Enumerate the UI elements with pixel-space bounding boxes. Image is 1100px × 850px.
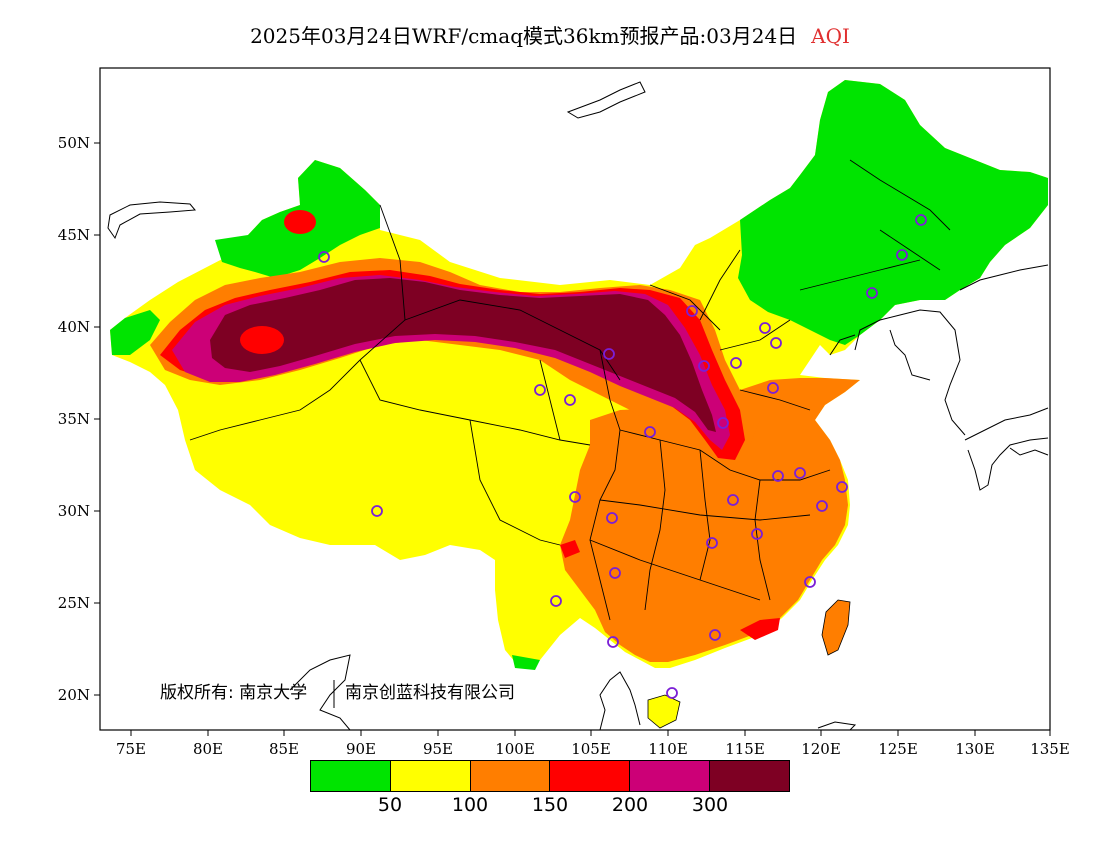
station-marker (751, 528, 763, 540)
map-content: 版权所有: 南京大学 南京创蓝科技有限公司 (107, 80, 1049, 730)
zone-good-south-tip (512, 655, 540, 670)
legend-swatch (311, 761, 391, 791)
station-markers (318, 214, 927, 699)
station-marker (698, 360, 710, 372)
station-marker (644, 426, 656, 438)
station-marker (759, 322, 771, 334)
station-marker (717, 417, 729, 429)
station-marker (318, 251, 330, 263)
lon-label: 85E (269, 740, 299, 758)
map-title: 2025年03月24日WRF/cmaq模式36km预报产品:03月24日 AQI (0, 20, 1100, 49)
legend-labels: 50 100 150 200 300 (310, 794, 790, 818)
lon-label: 125E (878, 740, 918, 758)
lat-label: 50N (58, 134, 90, 152)
station-marker (804, 576, 816, 588)
legend-swatch (550, 761, 631, 791)
legend-swatch (390, 761, 471, 791)
taiwan-island (821, 599, 851, 656)
zone-sensitive-east (560, 378, 860, 662)
copyright-right: 南京创蓝科技有限公司 (345, 683, 515, 703)
legend-swatch (630, 761, 711, 791)
station-marker (866, 287, 878, 299)
lon-label: 120E (801, 740, 841, 758)
zone-good-northeast (738, 80, 1048, 345)
legend-label: 100 (451, 794, 489, 816)
legend-label: 300 (691, 794, 729, 816)
copyright-left: 版权所有: 南京大学 (160, 683, 307, 703)
title-variable: AQI (811, 24, 850, 48)
station-marker (564, 394, 576, 406)
lon-label: 95E (423, 740, 453, 758)
station-marker (371, 505, 383, 517)
station-marker (730, 357, 742, 369)
lat-label: 25N (58, 594, 90, 612)
station-marker (706, 537, 718, 549)
lon-label: 105E (571, 740, 611, 758)
lon-label: 130E (955, 740, 995, 758)
hotspot-xinjiang-north (284, 210, 316, 234)
station-marker (896, 249, 908, 261)
station-marker (915, 214, 927, 226)
legend-label: 50 (377, 794, 403, 816)
legend-label: 200 (611, 794, 649, 816)
station-marker (794, 467, 806, 479)
lon-label: 110E (648, 740, 688, 758)
hotspot-xinjiang-west (240, 326, 284, 354)
map-frame (99, 67, 1051, 731)
lon-label: 135E (1030, 740, 1070, 758)
station-marker (727, 494, 739, 506)
station-marker (534, 384, 546, 396)
lon-axis (130, 730, 1051, 736)
zone-good-westedge (110, 310, 160, 355)
station-marker (606, 512, 618, 524)
lat-axis (94, 142, 100, 696)
station-marker (770, 337, 782, 349)
province-borders (189, 159, 951, 621)
lon-label: 100E (495, 740, 535, 758)
aqi-legend (310, 760, 790, 792)
station-marker (603, 348, 615, 360)
title-main: 2025年03月24日WRF/cmaq模式36km预报产品:03月24日 (250, 24, 798, 48)
hainan-island (647, 694, 681, 729)
station-marker (569, 491, 581, 503)
station-marker (816, 500, 828, 512)
lat-label: 35N (58, 410, 90, 428)
neighbor-coastlines (107, 81, 1049, 730)
station-marker (609, 567, 621, 579)
lon-label: 90E (346, 740, 376, 758)
lat-label: 40N (58, 318, 90, 336)
station-marker (836, 481, 848, 493)
lon-label: 115E (725, 740, 765, 758)
lat-label: 20N (58, 686, 90, 704)
lat-label: 45N (58, 226, 90, 244)
station-marker (767, 382, 779, 394)
station-marker (772, 470, 784, 482)
legend-label: 150 (531, 794, 569, 816)
station-marker (686, 305, 698, 317)
lon-label: 75E (116, 740, 146, 758)
station-marker (550, 595, 562, 607)
zone-hazardous (210, 278, 716, 432)
station-marker (607, 636, 619, 648)
lon-label: 80E (193, 740, 223, 758)
patch-red-south (740, 618, 780, 640)
legend-swatch (470, 761, 551, 791)
station-marker (666, 687, 678, 699)
lat-label: 30N (58, 502, 90, 520)
legend-swatch (710, 761, 789, 791)
station-marker (709, 629, 721, 641)
patch-red-sichuan (560, 540, 580, 558)
